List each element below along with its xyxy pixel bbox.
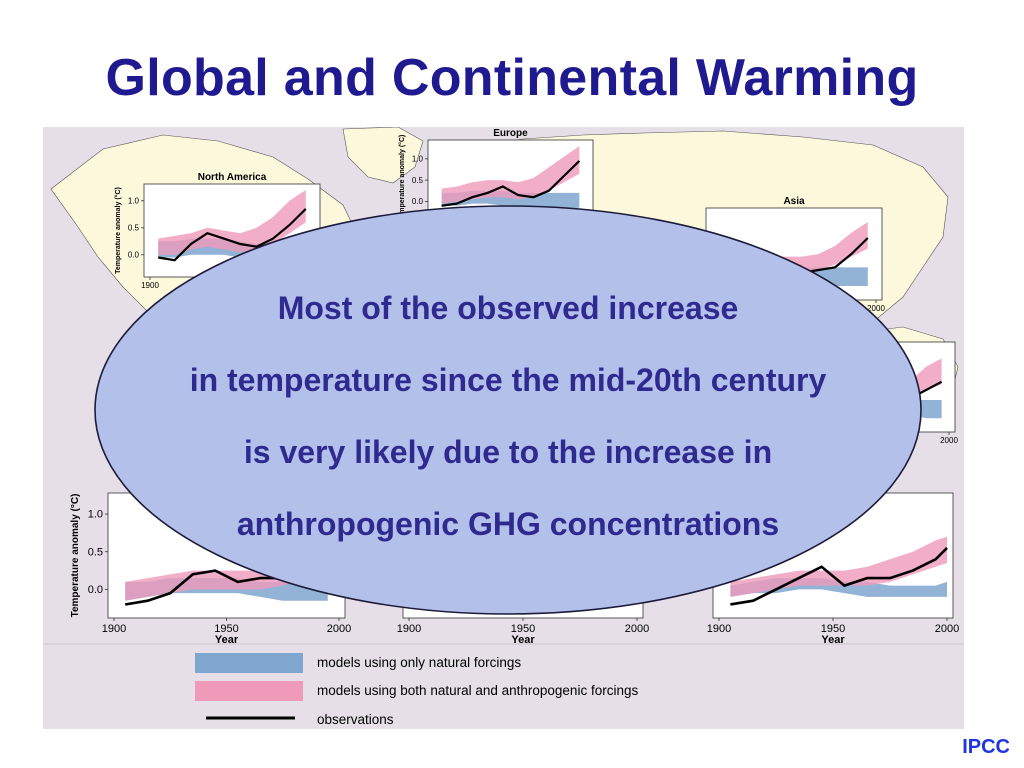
legend-item-natural: models using only natural forcings	[195, 653, 521, 673]
chart-title: Europe	[493, 128, 528, 139]
legend: models using only natural forcings models…	[43, 643, 964, 727]
y-tick-label: 0.5	[412, 176, 424, 185]
callout-line-4: anthropogenic GHG concentrations	[236, 506, 780, 542]
x-axis-label: Year	[511, 634, 535, 646]
anthropogenic-forcing-band	[125, 536, 328, 601]
y-tick-label: 0.5	[128, 223, 140, 232]
source-label: IPCC	[962, 736, 1010, 758]
legend-item-obs: observations	[206, 712, 394, 727]
anthropogenic-forcing-band	[158, 190, 306, 255]
callout-line-3: is very likely due to the increase in	[243, 434, 773, 470]
anthropogenic-forcing-band	[730, 536, 947, 597]
y-axis-label: Temperature anomaly (°C)	[70, 494, 81, 618]
x-tick-label: 2000	[940, 436, 958, 445]
x-tick-label: 2000	[327, 623, 351, 635]
legend-swatch-anthro	[195, 681, 303, 701]
legend-swatch-natural	[195, 653, 303, 673]
y-tick-label: 1.0	[128, 196, 140, 205]
observations-line	[158, 208, 307, 262]
legend-label: models using only natural forcings	[317, 655, 521, 670]
chart-title: North America	[198, 172, 267, 183]
legend-label: observations	[317, 712, 394, 727]
x-axis-label: Year	[821, 634, 845, 646]
x-tick-label: 1950	[821, 623, 845, 635]
observations-line	[441, 160, 581, 207]
x-tick-label: 2000	[625, 623, 649, 635]
y-tick-label: 0.0	[88, 584, 103, 596]
legend-item-anthro: models using both natural and anthropoge…	[195, 681, 638, 701]
slide-title: Global and Continental Warming	[105, 49, 919, 107]
x-tick-label: 1900	[707, 623, 731, 635]
anthropogenic-forcing-band	[441, 146, 580, 204]
x-tick-label: 1900	[141, 281, 159, 290]
callout-line-1: Most of the observed increase	[277, 290, 739, 326]
y-tick-label: 0.5	[88, 546, 103, 558]
y-tick-label: 1.0	[88, 509, 103, 521]
y-axis-label: Temperature anomaly (°C)	[114, 187, 122, 274]
x-axis-label: Year	[215, 634, 239, 646]
y-tick-label: 1.0	[412, 154, 424, 163]
x-tick-label: 1950	[214, 623, 238, 635]
y-axis-label: Temperature anomaly (°C)	[398, 135, 406, 222]
map-landmass-greenland	[342, 127, 424, 184]
callout-ellipse	[94, 205, 922, 615]
callout-line-2: in temperature since the mid-20th centur…	[189, 362, 827, 398]
x-tick-label: 1900	[102, 623, 126, 635]
chart-europe: Europe 0.0 0.5 1.0 Temperature anomaly (°C)	[398, 128, 594, 222]
y-tick-label: 0.0	[412, 197, 424, 206]
callout-text: Most of the observed increase in tempera…	[93, 272, 923, 560]
y-tick-label: 0.0	[128, 250, 140, 259]
x-tick-label: 2000	[867, 304, 885, 313]
x-tick-label: 2000	[935, 623, 959, 635]
x-tick-label: 1900	[397, 623, 421, 635]
legend-label: models using both natural and anthropoge…	[317, 683, 638, 698]
x-tick-label: 1950	[511, 623, 535, 635]
callout-ellipse-shape	[94, 205, 922, 615]
observations-line	[730, 547, 948, 606]
chart-title: Asia	[783, 196, 805, 207]
